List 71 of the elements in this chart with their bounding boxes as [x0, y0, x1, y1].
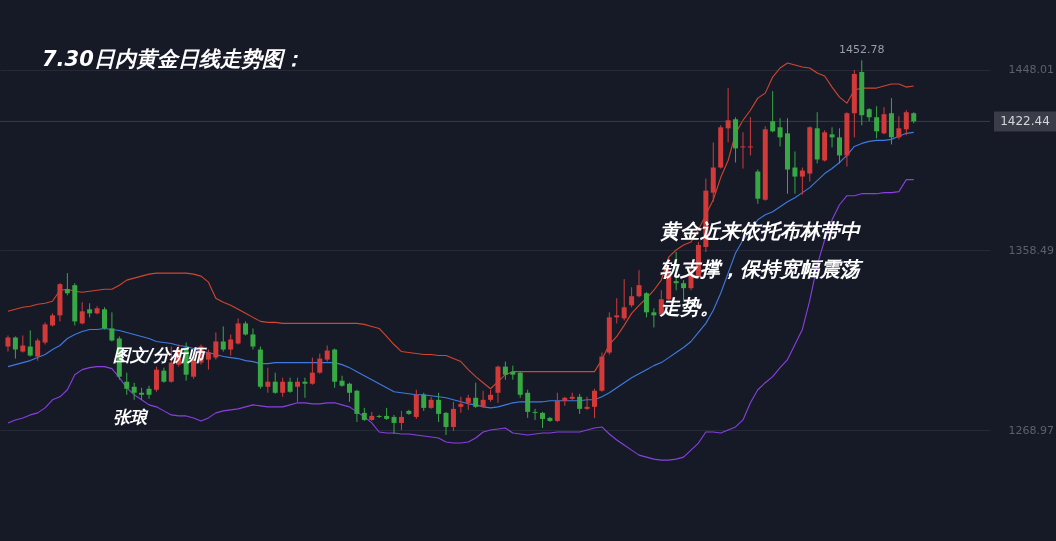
candlestick [42, 321, 48, 346]
candlestick [577, 393, 583, 415]
candlestick [421, 392, 427, 412]
candlestick [651, 307, 657, 328]
candlestick [896, 115, 902, 140]
candlestick [874, 105, 880, 139]
candlestick [584, 396, 590, 411]
candlestick [636, 269, 642, 298]
candlestick [747, 116, 753, 156]
candlestick [146, 385, 152, 400]
candlestick [413, 389, 419, 420]
y-tick-label: 1268.97 [1008, 423, 1054, 437]
y-tick-label: 1358.49 [1008, 243, 1054, 257]
candlestick [473, 382, 479, 409]
candlestick [391, 414, 397, 435]
candlestick [64, 272, 70, 296]
candlestick [903, 109, 909, 136]
candlestick [317, 353, 323, 375]
candlestick [799, 167, 805, 196]
candlestick [101, 306, 107, 330]
candlestick [27, 329, 33, 358]
candlestick [346, 382, 352, 403]
line-series [7, 179, 915, 461]
candlestick [517, 371, 523, 399]
candlestick [480, 390, 486, 409]
candlestick [629, 286, 635, 308]
candlestick [621, 278, 627, 321]
candlestick [302, 377, 308, 399]
candlestick [272, 372, 278, 395]
candlestick [213, 331, 219, 361]
candlestick [725, 87, 731, 143]
candlestick [770, 90, 776, 133]
candlestick [309, 357, 315, 386]
candlestick [450, 401, 456, 432]
candlestick [532, 408, 538, 421]
candlestick [280, 377, 286, 398]
candlestick [109, 311, 115, 342]
candlestick [265, 367, 271, 394]
candlestick [235, 317, 241, 346]
candlestick [792, 150, 798, 195]
candlestick [12, 335, 18, 360]
candlestick [250, 327, 256, 351]
candlestick [354, 389, 360, 423]
candlestick [295, 377, 301, 403]
candlestick [205, 349, 211, 371]
annotation: 张琅 [113, 407, 149, 427]
candlestick [643, 291, 649, 318]
y-tick-label: 1448.01 [1008, 63, 1054, 77]
candlestick [591, 388, 597, 419]
candlestick [502, 361, 508, 381]
candlestick [740, 131, 746, 170]
candlestick [339, 375, 345, 388]
candlestick [829, 126, 835, 148]
candlestick [79, 301, 85, 325]
candlestick [35, 337, 41, 362]
candlestick [554, 392, 560, 423]
candlestick [443, 411, 449, 436]
candlestick [436, 392, 442, 423]
candlestick [398, 410, 404, 431]
candlestick [124, 372, 130, 396]
candlestick [881, 106, 887, 135]
annotation: 1452.78 [839, 43, 885, 57]
ref-line-label: 1422.44 [1000, 114, 1050, 129]
candlestick [153, 366, 159, 393]
candlestick [614, 297, 620, 324]
candlestick [228, 333, 234, 357]
text: 7.30日内黄金日线走势图： [42, 47, 304, 71]
candlestick [220, 325, 226, 353]
candlestick [525, 389, 531, 419]
candlestick [777, 117, 783, 147]
candlestick [836, 127, 842, 165]
